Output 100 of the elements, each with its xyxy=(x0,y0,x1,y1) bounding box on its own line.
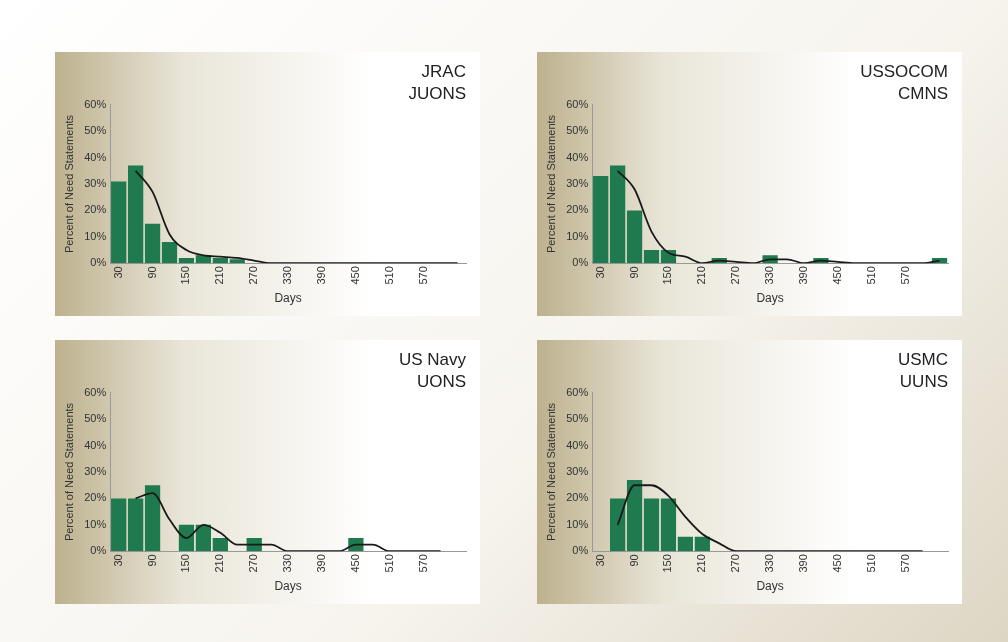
line-series xyxy=(616,484,924,552)
line-series xyxy=(616,169,941,264)
x-tick-label: 30 xyxy=(593,554,606,567)
x-tick-label: 330 xyxy=(281,266,294,285)
bar xyxy=(643,498,660,552)
x-axis-title: Days xyxy=(756,579,784,594)
chart-subtitle: UUNS xyxy=(899,372,948,392)
x-axis-title: Days xyxy=(274,291,302,306)
x-axis-title: Days xyxy=(274,579,302,594)
y-tick-label: 20% xyxy=(566,203,589,216)
y-tick-label: 40% xyxy=(566,150,589,163)
y-tick-label: 10% xyxy=(566,229,589,242)
x-tick-label: 390 xyxy=(797,266,810,285)
x-axis-title: Days xyxy=(756,291,784,306)
x-tick-label: 510 xyxy=(864,266,877,285)
bar xyxy=(212,257,228,264)
y-tick-label: 20% xyxy=(84,491,107,504)
x-tick-label: 450 xyxy=(348,266,361,285)
x-tick-label: 210 xyxy=(695,554,708,573)
bar xyxy=(178,257,195,264)
y-axis-title: Percent of Need Statements xyxy=(544,402,557,542)
bar xyxy=(694,536,710,552)
x-tick-label: 450 xyxy=(830,554,843,573)
y-axis-title: Percent of Need Statements xyxy=(62,402,75,542)
x-tick-label: 270 xyxy=(247,266,260,285)
x-tick-label: 330 xyxy=(763,266,776,285)
y-tick-label: 20% xyxy=(566,491,589,504)
chart-title: USSOCOM xyxy=(860,61,948,81)
bar xyxy=(111,181,127,264)
y-tick-label: 60% xyxy=(566,97,589,110)
y-tick-label: 60% xyxy=(566,385,589,398)
line-series xyxy=(134,492,442,552)
x-tick-label: 570 xyxy=(416,266,429,285)
x-tick-label: 270 xyxy=(729,266,742,285)
x-tick-label: 570 xyxy=(416,554,429,573)
x-tick-label: 30 xyxy=(111,554,124,567)
x-tick-label: 270 xyxy=(247,554,260,573)
x-tick-label: 150 xyxy=(179,554,192,573)
chart-title: JRAC xyxy=(421,61,466,81)
x-tick-label: 210 xyxy=(213,266,226,285)
x-tick-label: 30 xyxy=(111,266,124,279)
x-tick-label: 510 xyxy=(382,266,395,285)
bar xyxy=(144,485,161,552)
y-tick-label: 40% xyxy=(566,438,589,451)
y-tick-label: 40% xyxy=(84,150,107,163)
x-tick-label: 390 xyxy=(797,554,810,573)
bar xyxy=(128,498,144,552)
y-tick-label: 0% xyxy=(572,256,589,269)
x-tick-label: 450 xyxy=(348,554,361,573)
y-tick-label: 0% xyxy=(90,544,107,557)
bar xyxy=(610,165,626,264)
bar xyxy=(626,479,643,552)
x-tick-label: 510 xyxy=(382,554,395,573)
bar xyxy=(144,223,161,264)
y-tick-label: 50% xyxy=(84,412,107,425)
y-tick-label: 40% xyxy=(84,438,107,451)
x-tick-label: 150 xyxy=(661,266,674,285)
chart-title: USMC xyxy=(897,349,948,369)
bar xyxy=(212,538,228,552)
x-tick-label: 270 xyxy=(729,554,742,573)
y-tick-label: 20% xyxy=(84,203,107,216)
bar xyxy=(111,498,127,552)
bar xyxy=(128,165,144,264)
bar xyxy=(677,536,694,552)
x-tick-label: 390 xyxy=(315,266,328,285)
x-tick-label: 210 xyxy=(695,266,708,285)
x-tick-label: 570 xyxy=(898,554,911,573)
y-tick-label: 30% xyxy=(566,465,589,478)
bar xyxy=(161,242,178,264)
y-tick-label: 30% xyxy=(84,465,107,478)
y-tick-label: 60% xyxy=(84,385,107,398)
x-tick-label: 30 xyxy=(593,266,606,279)
y-tick-label: 0% xyxy=(572,544,589,557)
y-tick-label: 10% xyxy=(566,517,589,530)
x-tick-label: 150 xyxy=(661,554,674,573)
bar xyxy=(610,498,626,552)
x-tick-label: 450 xyxy=(830,266,843,285)
x-tick-label: 90 xyxy=(627,266,640,279)
x-tick-label: 90 xyxy=(145,554,158,567)
chart-subtitle: JUONS xyxy=(408,84,466,104)
y-tick-label: 10% xyxy=(84,229,107,242)
bar xyxy=(593,176,609,264)
chart-title: US Navy xyxy=(398,349,467,369)
y-tick-label: 60% xyxy=(84,97,107,110)
x-tick-label: 150 xyxy=(179,266,192,285)
bar xyxy=(229,259,245,264)
bar xyxy=(660,498,677,552)
x-tick-label: 330 xyxy=(763,554,776,573)
bar xyxy=(626,210,643,264)
y-tick-label: 50% xyxy=(566,412,589,425)
chart-subtitle: CMNS xyxy=(897,84,948,104)
chart-subtitle: UONS xyxy=(416,372,466,392)
x-tick-label: 570 xyxy=(898,266,911,285)
y-tick-label: 10% xyxy=(84,517,107,530)
x-tick-label: 210 xyxy=(213,554,226,573)
line-series xyxy=(134,169,459,264)
y-tick-label: 30% xyxy=(566,177,589,190)
y-axis-title: Percent of Need Statements xyxy=(62,114,75,254)
bar xyxy=(195,524,212,552)
y-tick-label: 50% xyxy=(566,124,589,137)
